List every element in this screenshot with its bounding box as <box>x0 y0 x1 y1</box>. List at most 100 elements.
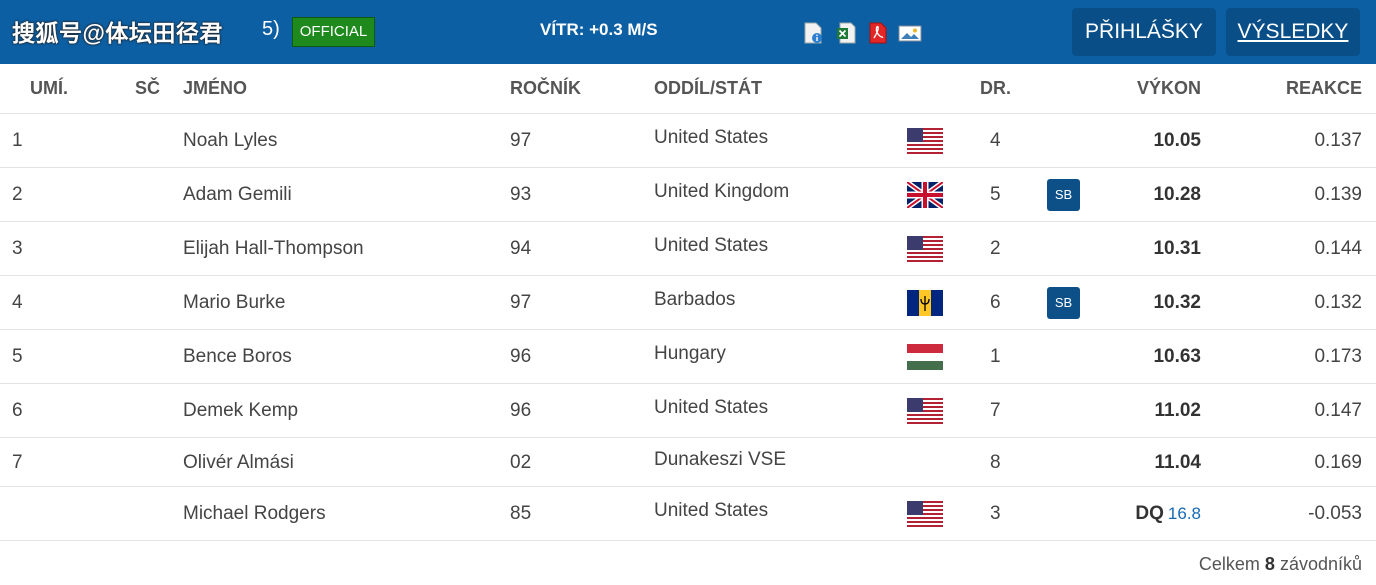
pdf-info-icon[interactable] <box>803 22 823 44</box>
table-row[interactable]: 4 Mario Burke 97 Barbados 6 10.32 0.132 SB <box>0 276 1376 330</box>
col-lane-header[interactable]: DR. <box>980 78 1011 98</box>
col-rank-header[interactable]: UMÍ. <box>30 78 68 98</box>
club-country-cell: United Kingdom <box>654 181 790 202</box>
lane-cell: 8 <box>990 452 1001 473</box>
birth-year-cell: 93 <box>510 184 532 205</box>
performance-value: 10.32 <box>1153 292 1201 313</box>
reaction-time-cell: 0.132 <box>1314 292 1362 313</box>
pdf-icon[interactable] <box>868 22 888 44</box>
reaction-time-cell: -0.053 <box>1308 503 1362 524</box>
birth-year-cell: 97 <box>510 130 532 151</box>
table-row[interactable]: 2 Adam Gemili 93 United Kingdom 5 10.28 0.139 S… <box>0 168 1376 222</box>
season-best-badge: SB <box>1047 179 1080 211</box>
flag-usa-icon <box>907 128 943 154</box>
performance-cell: 11.04 <box>1155 452 1202 474</box>
athlete-name[interactable]: Michael Rodgers <box>183 503 326 524</box>
performance-cell: 10.63 <box>1153 346 1201 368</box>
athlete-name[interactable]: Adam Gemili <box>183 184 292 205</box>
performance-cell: 10.28 <box>1153 184 1201 206</box>
image-icon[interactable] <box>898 22 922 44</box>
results-button[interactable]: VÝSLEDKY <box>1226 8 1360 56</box>
performance-value: DQ <box>1135 503 1164 524</box>
rank-cell: 6 <box>12 400 23 421</box>
rank-cell: 5 <box>12 346 23 367</box>
birth-year-cell: 96 <box>510 400 532 421</box>
col-club-header[interactable]: ODDÍL/STÁT <box>654 78 762 98</box>
table-row[interactable]: Michael Rodgers 85 United States 3 DQ 16.8 -0.… <box>0 487 1376 541</box>
athlete-name[interactable]: Elijah Hall-Thompson <box>183 238 364 259</box>
rank-cell: 4 <box>12 292 23 313</box>
flag-usa-icon <box>907 501 943 527</box>
performance-value: 10.63 <box>1153 346 1201 367</box>
performance-value: 11.02 <box>1154 400 1202 421</box>
col-year-header[interactable]: ROČNÍK <box>510 78 581 98</box>
performance-cell: 10.32 <box>1153 292 1201 314</box>
rank-cell: 1 <box>12 130 23 151</box>
performance-cell: DQ 16.8 <box>1135 503 1201 525</box>
official-badge: OFFICIAL <box>292 17 375 47</box>
performance-value: 10.31 <box>1153 238 1201 259</box>
excel-icon[interactable] <box>836 22 856 44</box>
athlete-name[interactable]: Mario Burke <box>183 292 286 313</box>
club-country-cell: Hungary <box>654 343 726 364</box>
flag-brb-icon <box>907 290 943 316</box>
performance-cell: 11.02 <box>1155 400 1202 422</box>
lane-cell: 2 <box>990 238 1001 259</box>
birth-year-cell: 96 <box>510 346 532 367</box>
performance-cell: 10.05 <box>1153 130 1201 152</box>
club-country-cell: United States <box>654 127 769 148</box>
performance-value: 10.28 <box>1153 184 1201 205</box>
reaction-time-cell: 0.144 <box>1314 238 1362 259</box>
col-bib-header[interactable]: SČ <box>135 78 161 98</box>
total-prefix: Celkem <box>1198 554 1260 574</box>
club-country-cell: United States <box>654 235 769 256</box>
club-country-cell: Dunakeszi VSE <box>654 449 787 470</box>
birth-year-cell: 97 <box>510 292 532 313</box>
event-title-fragment: 5) <box>262 18 280 40</box>
table-row[interactable]: 7 Olivér Almási 02 Dunakeszi VSE 8 11.04 0.169 <box>0 438 1376 487</box>
athlete-name[interactable]: Olivér Almási <box>183 452 294 473</box>
entries-button[interactable]: PŘIHLÁŠKY <box>1072 8 1216 56</box>
athlete-name[interactable]: Bence Boros <box>183 346 292 367</box>
flag-usa-icon <box>907 236 943 262</box>
dq-rule-link[interactable]: 16.8 <box>1167 504 1201 523</box>
athlete-name[interactable]: Demek Kemp <box>183 400 299 421</box>
table-header: UMÍ. SČ JMÉNO ROČNÍK ODDÍL/STÁT DR. VÝKO… <box>0 64 1376 114</box>
col-reaction-header[interactable]: REAKCE <box>1285 78 1362 98</box>
total-athletes: Celkem 8 závodníků <box>1199 554 1362 575</box>
rank-cell: 3 <box>12 238 23 259</box>
performance-value: 10.05 <box>1153 130 1201 151</box>
club-country-cell: United States <box>654 397 769 418</box>
performance-value: 11.04 <box>1154 452 1202 473</box>
flag-usa-icon <box>907 398 943 424</box>
watermark-text: 搜狐号@体坛田径君 <box>12 20 223 46</box>
col-name-header[interactable]: JMÉNO <box>183 78 248 98</box>
table-row[interactable]: 5 Bence Boros 96 Hungary 1 10.63 0.173 <box>0 330 1376 384</box>
birth-year-cell: 85 <box>510 503 532 524</box>
wind-reading: VÍTR: +0.3 M/S <box>540 20 658 39</box>
club-country-cell: United States <box>654 500 769 521</box>
top-bar: 5) 搜狐号@体坛田径君 OFFICIAL VÍTR: +0.3 M/S PŘI… <box>0 0 1376 64</box>
table-row[interactable]: 1 Noah Lyles 97 United States 4 10.05 0.137 <box>0 114 1376 168</box>
reaction-time-cell: 0.169 <box>1314 452 1362 473</box>
performance-cell: 10.31 <box>1153 238 1201 260</box>
reaction-time-cell: 0.139 <box>1314 184 1362 205</box>
col-perf-header[interactable]: VÝKON <box>1136 78 1201 98</box>
lane-cell: 5 <box>990 184 1001 205</box>
total-suffix: závodníků <box>1279 554 1362 574</box>
athlete-name[interactable]: Noah Lyles <box>183 130 278 151</box>
lane-cell: 1 <box>990 346 1001 367</box>
reaction-time-cell: 0.137 <box>1314 130 1362 151</box>
club-country-cell: Barbados <box>654 289 736 310</box>
table-row[interactable]: 6 Demek Kemp 96 United States 7 11.02 0.147 <box>0 384 1376 438</box>
table-row[interactable]: 3 Elijah Hall-Thompson 94 United States 2 10.… <box>0 222 1376 276</box>
lane-cell: 6 <box>990 292 1001 313</box>
birth-year-cell: 02 <box>510 452 532 473</box>
reaction-time-cell: 0.147 <box>1314 400 1362 421</box>
reaction-time-cell: 0.173 <box>1314 346 1362 367</box>
rank-cell: 2 <box>12 184 23 205</box>
rank-cell: 7 <box>12 452 23 473</box>
flag-gbr-icon <box>907 182 943 208</box>
season-best-badge: SB <box>1047 287 1080 319</box>
flag-hun-icon <box>907 344 943 370</box>
